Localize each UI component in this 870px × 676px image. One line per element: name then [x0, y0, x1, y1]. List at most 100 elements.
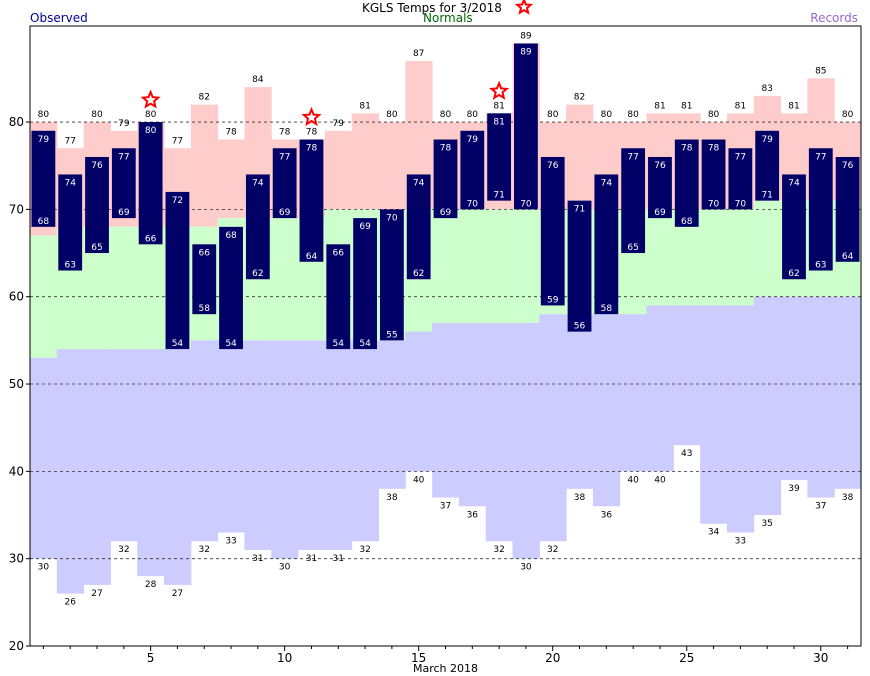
- record-high-label: 80: [842, 110, 854, 120]
- observed-high-label: 74: [252, 178, 264, 188]
- observed-high-label: 79: [761, 135, 773, 145]
- record-low-label: 36: [467, 510, 479, 520]
- observed-low-label: 54: [225, 339, 237, 349]
- observed-low-label: 69: [279, 208, 291, 218]
- observed-high-label: 74: [788, 178, 800, 188]
- record-low-band: [324, 340, 353, 550]
- y-tick-label: 80: [9, 115, 24, 129]
- observed-bar: [299, 139, 324, 262]
- observed-high-label: 79: [467, 135, 479, 145]
- x-axis-label: March 2018: [413, 662, 478, 675]
- observed-high-label: 76: [547, 161, 559, 171]
- record-low-label: 27: [91, 589, 102, 599]
- record-high-band: [217, 139, 245, 219]
- observed-legend-label: Observed: [30, 11, 88, 25]
- y-tick-label: 40: [9, 464, 24, 478]
- record-low-label: 28: [145, 580, 157, 590]
- observed-bar: [245, 174, 270, 280]
- observed-bar: [674, 139, 699, 227]
- record-low-label: 38: [386, 493, 398, 503]
- record-low-band: [726, 305, 755, 533]
- record-high-label: 80: [627, 110, 639, 120]
- record-high-label: 80: [440, 110, 452, 120]
- observed-low-label: 64: [306, 252, 318, 262]
- observed-high-label: 74: [64, 178, 76, 188]
- record-high-label: 80: [708, 110, 720, 120]
- observed-high-label: 69: [359, 222, 371, 232]
- observed-bar: [111, 148, 136, 219]
- record-high-label: 84: [252, 75, 264, 85]
- record-star-icon: [140, 89, 161, 109]
- observed-bar: [621, 148, 646, 254]
- observed-high-label: 66: [333, 248, 345, 258]
- record-low-band: [378, 340, 406, 489]
- records-legend-label: Records: [810, 11, 858, 25]
- observed-high-label: 78: [708, 144, 720, 154]
- y-tick-label: 50: [9, 377, 24, 391]
- observed-high-label: 71: [574, 205, 585, 215]
- record-low-band: [298, 340, 326, 550]
- record-low-band: [217, 340, 245, 533]
- normal-band: [646, 209, 674, 306]
- y-tick-label: 60: [9, 290, 24, 304]
- record-low-label: 32: [547, 545, 558, 555]
- observed-low-label: 68: [681, 217, 693, 227]
- normal-band: [485, 209, 514, 323]
- record-high-label: 83: [761, 84, 772, 94]
- record-low-label: 36: [601, 510, 613, 520]
- record-high-label: 87: [413, 49, 424, 59]
- record-low-label: 34: [708, 528, 720, 538]
- observed-bar: [594, 174, 619, 315]
- observed-high-label: 77: [735, 152, 746, 162]
- record-low-band: [271, 340, 299, 559]
- record-low-label: 26: [64, 598, 76, 608]
- record-low-label: 32: [493, 545, 504, 555]
- record-low-band: [83, 349, 111, 585]
- observed-high-label: 72: [172, 196, 183, 206]
- record-high-band: [378, 122, 406, 210]
- observed-bar: [835, 156, 860, 262]
- record-high-label: 77: [64, 136, 75, 146]
- record-low-band: [432, 322, 460, 498]
- observed-high-label: 66: [199, 248, 211, 258]
- record-high-label: 81: [654, 101, 665, 111]
- record-high-label: 82: [574, 93, 585, 103]
- record-high-label: 80: [386, 110, 398, 120]
- observed-bar: [165, 191, 190, 350]
- observed-low-label: 70: [520, 199, 532, 209]
- observed-high-label: 80: [145, 126, 157, 136]
- record-low-label: 30: [38, 563, 50, 573]
- record-low-label: 32: [118, 545, 129, 555]
- observed-bar: [219, 226, 243, 350]
- observed-high-label: 74: [413, 178, 425, 188]
- record-low-band: [164, 349, 192, 585]
- record-low-band: [700, 305, 728, 524]
- observed-low-label: 56: [574, 322, 586, 332]
- record-low-band: [458, 322, 487, 507]
- record-low-label: 38: [574, 493, 586, 503]
- record-low-label: 35: [761, 519, 772, 529]
- observed-high-label: 78: [440, 144, 452, 154]
- record-high-label: 82: [199, 93, 210, 103]
- observed-bar: [353, 218, 377, 350]
- normal-band: [271, 218, 299, 341]
- record-low-label: 31: [306, 554, 317, 564]
- observed-low-label: 59: [547, 295, 559, 305]
- observed-low-label: 62: [413, 269, 424, 279]
- record-high-label: 81: [681, 101, 692, 111]
- record-star-icon: [514, 0, 534, 15]
- record-high-band: [324, 130, 353, 210]
- observed-low-label: 54: [172, 339, 184, 349]
- observed-low-label: 69: [440, 208, 452, 218]
- record-low-band: [190, 340, 219, 542]
- observed-low-label: 55: [386, 330, 397, 340]
- record-high-label: 80: [547, 110, 559, 120]
- normal-band: [137, 226, 165, 350]
- x-tick-label: 30: [813, 651, 828, 665]
- observed-high-label: 76: [654, 161, 666, 171]
- normal-band: [512, 209, 540, 323]
- normal-band: [726, 209, 755, 306]
- record-low-band: [673, 305, 701, 446]
- observed-low-label: 58: [601, 304, 613, 314]
- observed-bar: [514, 43, 538, 210]
